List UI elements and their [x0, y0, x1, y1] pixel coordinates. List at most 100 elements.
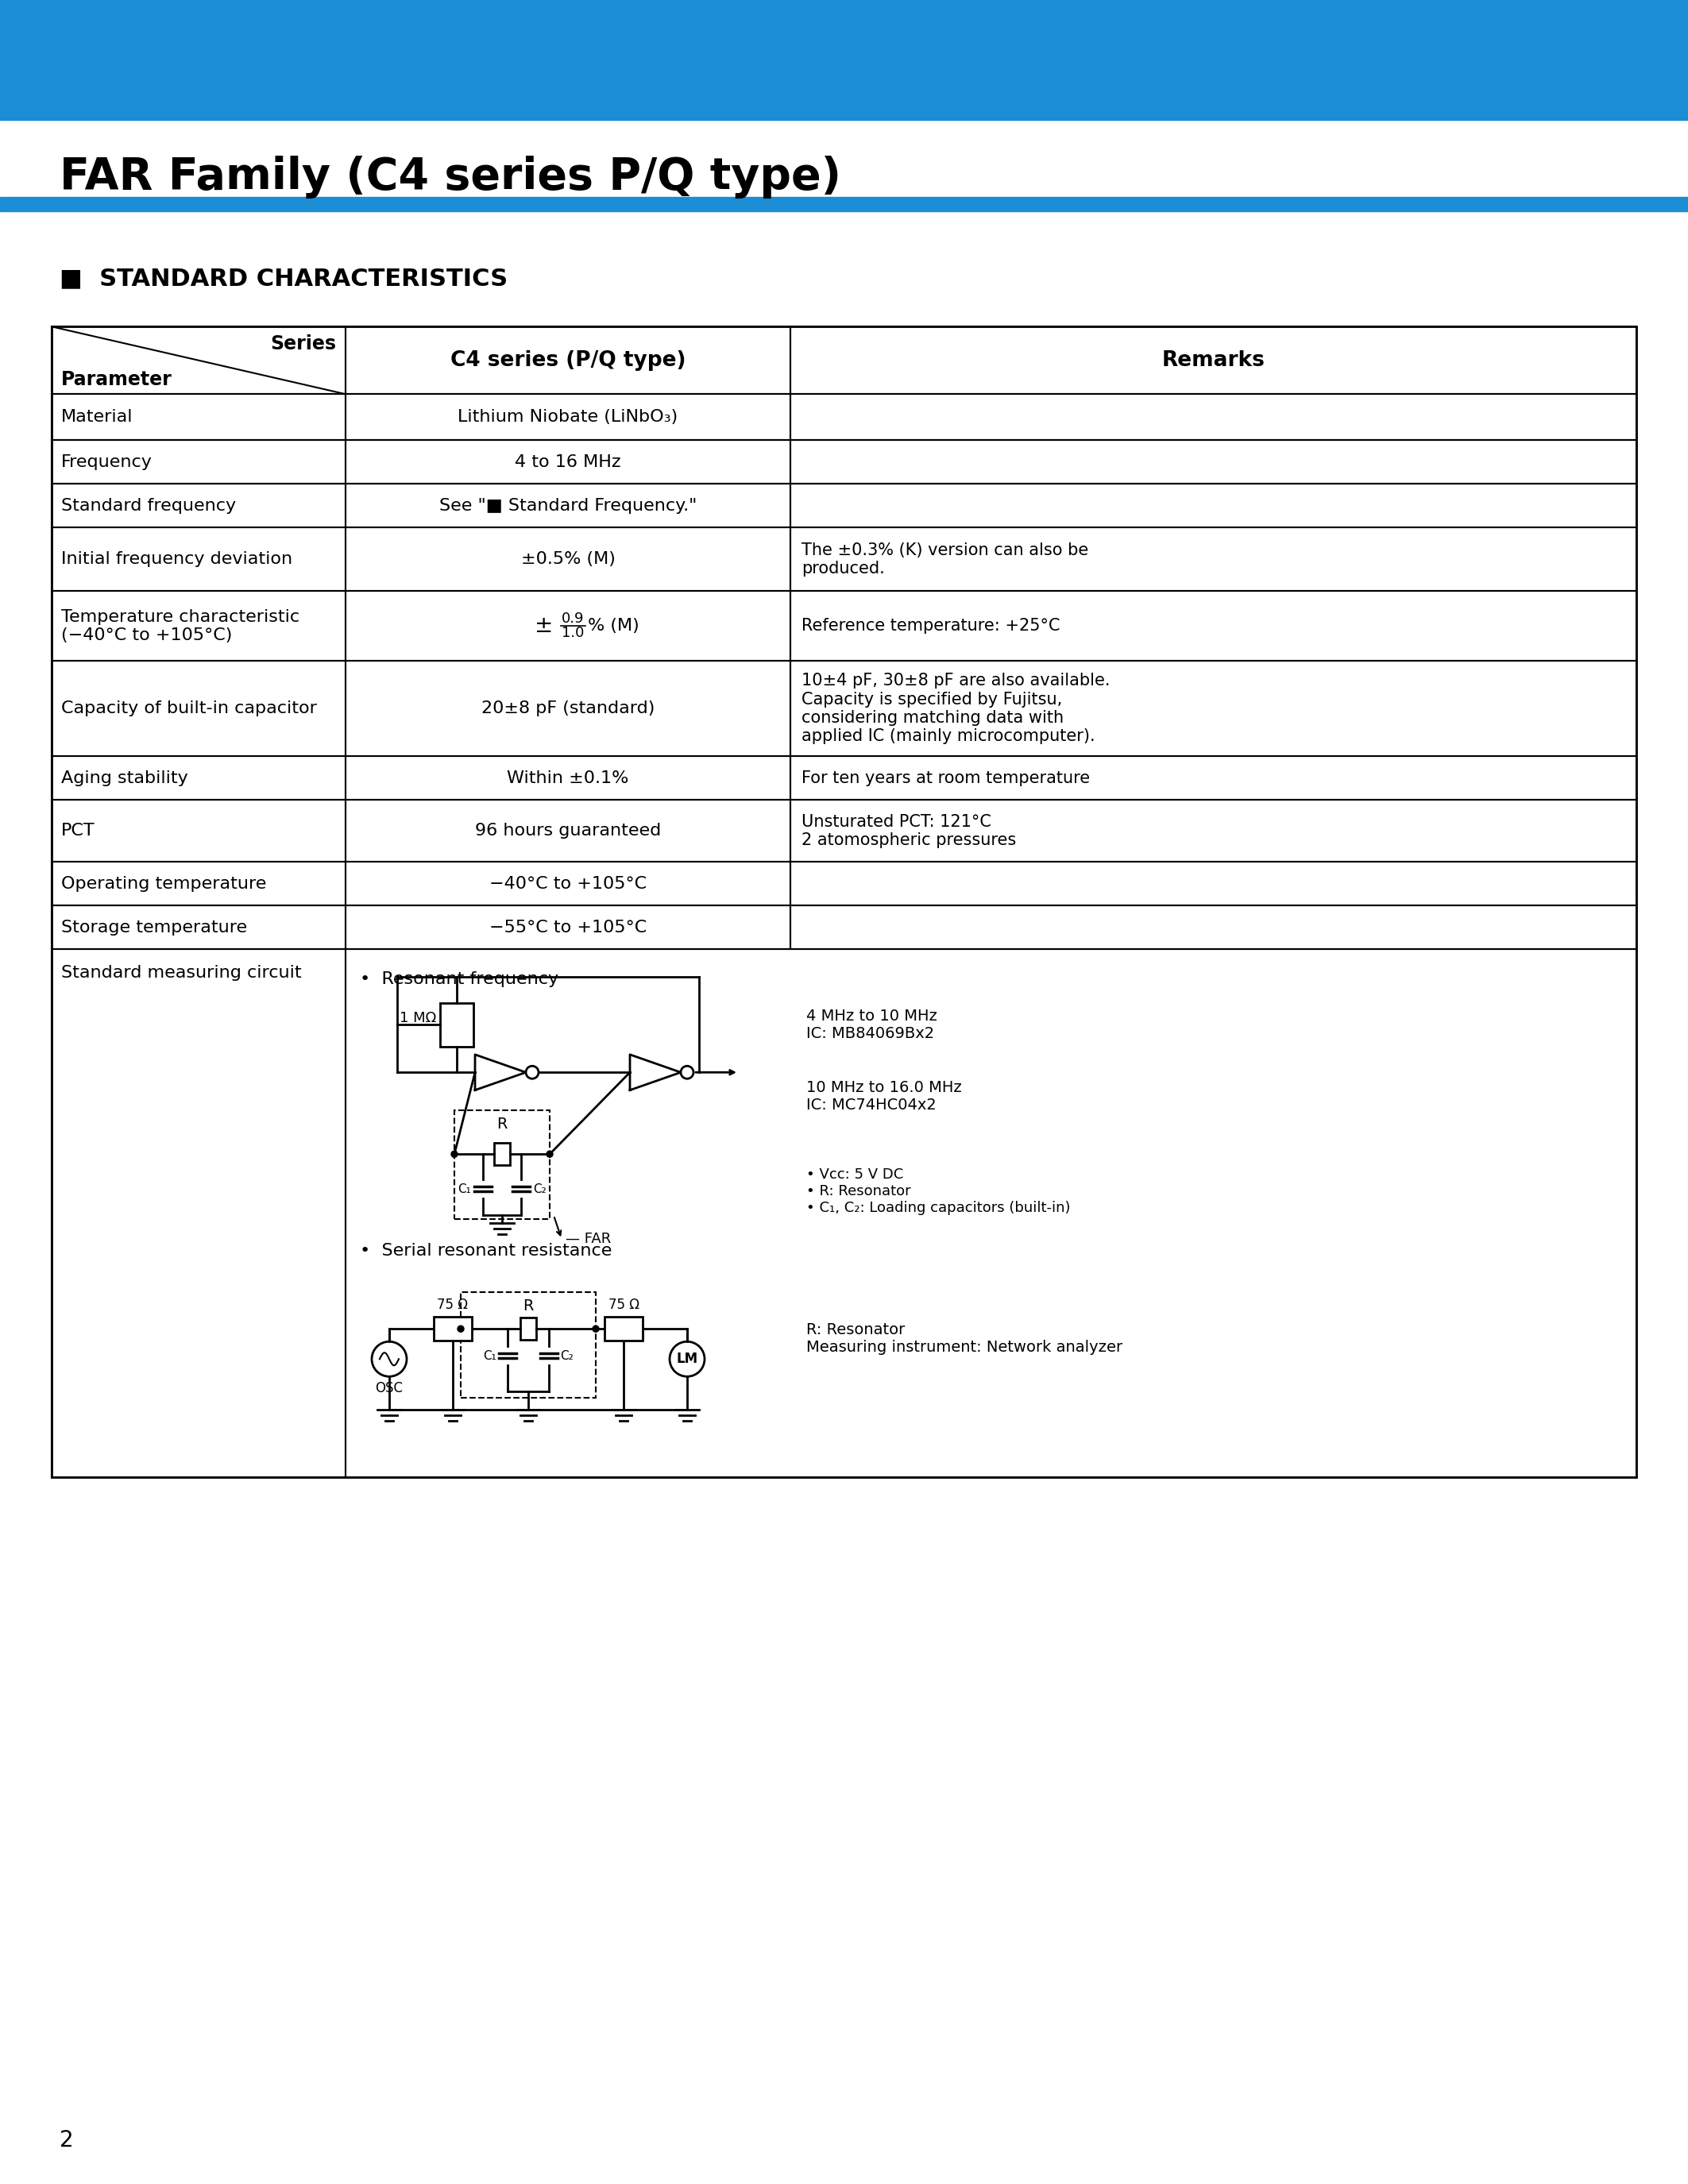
Text: OSC: OSC: [375, 1380, 403, 1396]
Text: Unsturated PCT: 121°C
2 atomospheric pressures: Unsturated PCT: 121°C 2 atomospheric pre…: [802, 815, 1016, 847]
Text: Initial frequency deviation: Initial frequency deviation: [61, 550, 292, 568]
Text: Parameter: Parameter: [61, 371, 172, 389]
Bar: [0, 0, 1688, 120]
Bar: [346, 328, 790, 393]
Bar: [52, 906, 346, 950]
Text: Capacity of built-in capacitor: Capacity of built-in capacitor: [61, 701, 317, 716]
Bar: [790, 441, 1636, 485]
Text: ±0.5% (M): ±0.5% (M): [520, 550, 614, 568]
Text: Remarks: Remarks: [1161, 349, 1264, 371]
Bar: [790, 863, 1636, 906]
Bar: [454, 1109, 550, 1219]
Bar: [790, 662, 1636, 756]
Text: LM: LM: [677, 1352, 697, 1367]
Text: Standard frequency: Standard frequency: [61, 498, 236, 513]
Text: For ten years at room temperature: For ten years at room temperature: [802, 771, 1090, 786]
Text: −55°C to +105°C: −55°C to +105°C: [490, 919, 647, 935]
Bar: [52, 756, 346, 799]
Text: C₂: C₂: [560, 1350, 574, 1363]
Bar: [346, 799, 790, 863]
Text: Frequency: Frequency: [61, 454, 152, 470]
Bar: [52, 799, 346, 863]
Bar: [346, 441, 790, 485]
Bar: [346, 529, 790, 592]
Bar: [52, 662, 346, 756]
Text: Storage temperature: Storage temperature: [61, 919, 246, 935]
Bar: [461, 1293, 596, 1398]
Text: Operating temperature: Operating temperature: [61, 876, 267, 891]
Text: R: Resonator
Measuring instrument: Network analyzer: R: Resonator Measuring instrument: Netwo…: [807, 1324, 1123, 1354]
Bar: [346, 756, 790, 799]
Bar: [52, 529, 346, 592]
Bar: [52, 950, 346, 1476]
Text: −40°C to +105°C: −40°C to +105°C: [490, 876, 647, 891]
Bar: [790, 799, 1636, 863]
Text: R: R: [523, 1299, 533, 1315]
Text: 10±4 pF, 30±8 pF are also available.
Capacity is specified by Fujitsu,
consideri: 10±4 pF, 30±8 pF are also available. Cap…: [802, 673, 1111, 745]
Text: Temperature characteristic
(−40°C to +105°C): Temperature characteristic (−40°C to +10…: [61, 609, 299, 642]
Text: 1 MΩ: 1 MΩ: [400, 1011, 436, 1026]
Bar: [346, 863, 790, 906]
Text: ■  STANDARD CHARACTERISTICS: ■ STANDARD CHARACTERISTICS: [59, 266, 508, 290]
Bar: [790, 756, 1636, 799]
Text: •  Serial resonant resistance: • Serial resonant resistance: [360, 1243, 613, 1258]
Bar: [346, 950, 1636, 1476]
Text: Material: Material: [61, 408, 133, 426]
Circle shape: [527, 1066, 538, 1079]
Bar: [790, 529, 1636, 592]
Circle shape: [457, 1326, 464, 1332]
Text: 0.9: 0.9: [562, 612, 584, 627]
Bar: [0, 197, 1688, 212]
Bar: [346, 485, 790, 529]
Text: Standard measuring circuit: Standard measuring circuit: [61, 965, 302, 981]
Circle shape: [592, 1326, 599, 1332]
Bar: [52, 393, 346, 441]
Bar: [346, 662, 790, 756]
Bar: [52, 485, 346, 529]
Text: Within ±0.1%: Within ±0.1%: [506, 771, 630, 786]
Circle shape: [451, 1151, 457, 1158]
Circle shape: [670, 1341, 704, 1376]
Bar: [52, 863, 346, 906]
Text: 20±8 pF (standard): 20±8 pF (standard): [481, 701, 655, 716]
Text: 10 MHz to 16.0 MHz
IC: MC74HC04x2: 10 MHz to 16.0 MHz IC: MC74HC04x2: [807, 1081, 962, 1114]
Text: 96 hours guaranteed: 96 hours guaranteed: [474, 823, 662, 839]
Text: R: R: [496, 1116, 508, 1131]
Text: 2: 2: [59, 2129, 74, 2151]
Bar: [52, 328, 346, 393]
Text: Lithium Niobate (LiNbO₃): Lithium Niobate (LiNbO₃): [457, 408, 679, 426]
Bar: [346, 393, 790, 441]
Bar: [790, 485, 1636, 529]
Circle shape: [680, 1066, 694, 1079]
Bar: [520, 1317, 537, 1341]
Circle shape: [371, 1341, 407, 1376]
Bar: [495, 1142, 510, 1166]
Bar: [790, 592, 1636, 662]
Text: ±: ±: [535, 616, 554, 638]
Text: 75 Ω: 75 Ω: [437, 1297, 468, 1313]
Bar: [790, 906, 1636, 950]
Text: 4 to 16 MHz: 4 to 16 MHz: [515, 454, 621, 470]
Bar: [52, 328, 1636, 1476]
Text: 75 Ω: 75 Ω: [608, 1297, 640, 1313]
Text: FAR Family (C4 series P/Q type): FAR Family (C4 series P/Q type): [59, 155, 841, 199]
Text: C₂: C₂: [533, 1184, 547, 1195]
Bar: [434, 1317, 473, 1341]
Text: 1.0: 1.0: [562, 627, 584, 640]
Text: C₁: C₁: [483, 1350, 496, 1363]
Bar: [52, 441, 346, 485]
Text: C₁: C₁: [457, 1184, 471, 1195]
Text: Series: Series: [270, 334, 336, 354]
Bar: [604, 1317, 643, 1341]
Text: • Vcc: 5 V DC
• R: Resonator
• C₁, C₂: Loading capacitors (built-in): • Vcc: 5 V DC • R: Resonator • C₁, C₂: L…: [807, 1168, 1070, 1214]
Circle shape: [547, 1151, 554, 1158]
Text: The ±0.3% (K) version can also be
produced.: The ±0.3% (K) version can also be produc…: [802, 542, 1089, 577]
Bar: [790, 393, 1636, 441]
Bar: [346, 592, 790, 662]
Bar: [346, 906, 790, 950]
Bar: [52, 592, 346, 662]
Text: See "■ Standard Frequency.": See "■ Standard Frequency.": [439, 498, 697, 513]
Bar: [790, 328, 1636, 393]
Text: •  Resonant frequency: • Resonant frequency: [360, 972, 559, 987]
Text: C4 series (P/Q type): C4 series (P/Q type): [451, 349, 685, 371]
